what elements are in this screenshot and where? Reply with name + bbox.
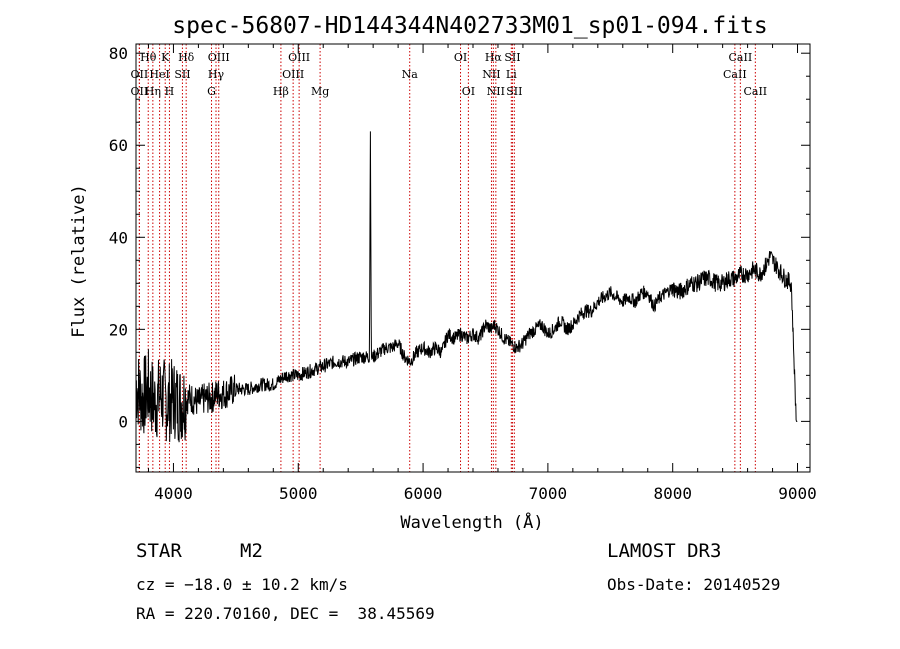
x-axis-ticks: 4000 5000 6000 7000 8000 9000 bbox=[147, 44, 817, 503]
spectrum-line bbox=[135, 131, 798, 443]
line-label-16: Na bbox=[402, 68, 419, 81]
line-label-26: CaII bbox=[729, 51, 753, 64]
line-label-21: NII bbox=[487, 85, 505, 98]
y-tick-label-40: 40 bbox=[109, 228, 128, 247]
y-tick-label-60: 60 bbox=[109, 136, 128, 155]
line-label-20: NII bbox=[482, 68, 500, 81]
line-label-3: Hη bbox=[145, 85, 161, 98]
line-markers bbox=[138, 44, 756, 472]
y-tick-label-0: 0 bbox=[118, 412, 128, 431]
x-tick-label-4000: 4000 bbox=[154, 484, 193, 503]
line-label-14: OIII bbox=[288, 51, 310, 64]
y-axis-ticks: 0 20 40 60 80 bbox=[109, 44, 810, 468]
plot-frame bbox=[135, 43, 811, 473]
chart-title: spec-56807-HD144344N402733M01_sp01-094.f… bbox=[172, 13, 767, 39]
line-label-13: OIII bbox=[282, 68, 304, 81]
line-label-4: HeI bbox=[149, 68, 169, 81]
x-axis-label: Wavelength (Å) bbox=[400, 511, 543, 533]
redshift-readout: cz = −18.0 ± 10.2 km/s bbox=[136, 575, 348, 594]
line-label-1: OII bbox=[131, 68, 149, 81]
line-label-6: H bbox=[165, 85, 175, 98]
x-tick-label-5000: 5000 bbox=[279, 484, 318, 503]
object-type: STAR bbox=[136, 540, 182, 562]
obs-date: Obs-Date: 20140529 bbox=[607, 575, 781, 594]
line-label-18: OI bbox=[462, 85, 475, 98]
line-label-25: CaII bbox=[723, 68, 747, 81]
line-label-0: Hθ bbox=[140, 51, 157, 64]
line-label-27: CaII bbox=[743, 85, 767, 98]
line-label-7: SII bbox=[174, 68, 190, 81]
y-tick-label-80: 80 bbox=[109, 44, 128, 63]
line-label-22: Li bbox=[506, 68, 517, 81]
line-label-15: Mg bbox=[311, 85, 329, 98]
line-label-10: Hγ bbox=[208, 68, 225, 81]
line-label-17: OI bbox=[454, 51, 467, 64]
line-label-2: OII bbox=[131, 85, 149, 98]
spectrum-series bbox=[135, 131, 798, 443]
survey-name: LAMOST DR3 bbox=[607, 540, 722, 562]
x-tick-label-8000: 8000 bbox=[653, 484, 692, 503]
line-label-19: Hα bbox=[485, 51, 503, 64]
line-label-12: Hβ bbox=[273, 85, 289, 98]
y-tick-label-20: 20 bbox=[109, 320, 128, 339]
y-axis-label: Flux (relative) bbox=[69, 184, 89, 338]
x-tick-label-9000: 9000 bbox=[778, 484, 817, 503]
line-label-9: OIII bbox=[208, 51, 230, 64]
line-label-11: G bbox=[207, 85, 216, 98]
line-label-24: SII bbox=[506, 85, 522, 98]
line-label-23: SII bbox=[504, 51, 520, 64]
object-subclass: M2 bbox=[240, 540, 263, 562]
line-label-8: Hδ bbox=[178, 51, 195, 64]
x-tick-label-6000: 6000 bbox=[404, 484, 443, 503]
x-tick-label-7000: 7000 bbox=[529, 484, 568, 503]
coordinates: RA = 220.70160, DEC = 38.45569 bbox=[136, 604, 435, 623]
line-label-5: K bbox=[161, 51, 170, 64]
